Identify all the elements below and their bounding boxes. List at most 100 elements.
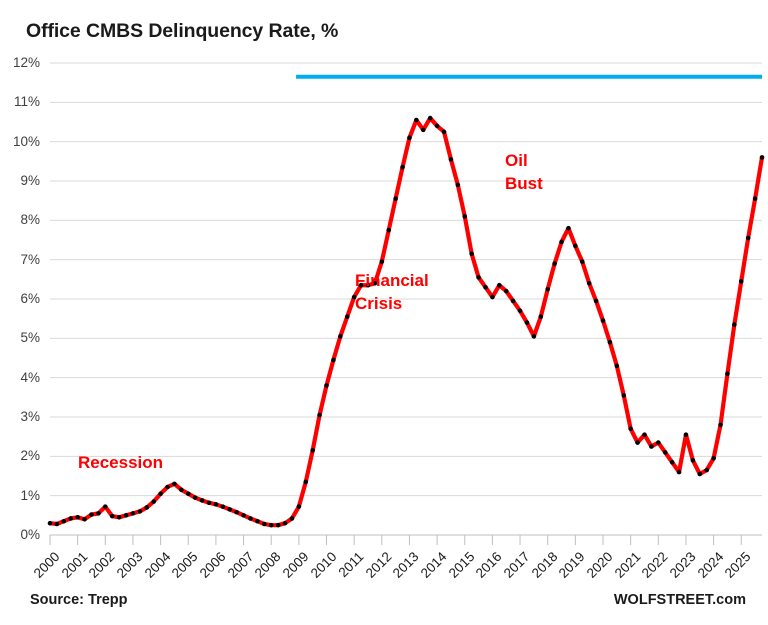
data-point-marker: [538, 314, 544, 320]
data-point-marker: [75, 515, 80, 520]
annotation-line: Recession: [78, 453, 164, 472]
data-point-marker: [552, 261, 557, 266]
y-axis-tick-label: 9%: [20, 173, 40, 188]
data-point-marker: [275, 522, 281, 528]
data-point-marker: [89, 512, 94, 517]
data-point-marker: [47, 520, 53, 526]
data-point-marker: [96, 511, 101, 516]
y-axis-tick-label: 0%: [20, 527, 40, 542]
data-point-marker: [192, 495, 198, 500]
data-point-marker: [676, 469, 682, 475]
data-point-marker: [109, 513, 115, 519]
data-point-marker: [524, 320, 530, 325]
y-axis-tick-label: 5%: [20, 330, 40, 346]
data-point-marker: [61, 518, 67, 524]
data-point-marker: [68, 516, 74, 521]
data-point-marker: [683, 432, 689, 438]
data-point-marker: [185, 491, 191, 497]
data-point-marker: [165, 484, 170, 490]
data-point-marker: [614, 363, 620, 369]
data-point-marker: [704, 467, 709, 473]
data-point-marker: [656, 440, 661, 445]
data-point-marker: [434, 123, 440, 129]
data-point-marker: [358, 282, 364, 288]
data-point-marker: [82, 516, 87, 522]
data-point-marker: [393, 196, 398, 201]
data-point-marker: [324, 383, 329, 388]
y-axis-tick-label: 1%: [20, 487, 40, 503]
data-point-marker: [503, 288, 509, 294]
data-point-marker: [600, 318, 606, 323]
data-point-marker: [331, 357, 336, 363]
annotation-financial-crisis: Financial Crisis: [355, 270, 429, 316]
data-point-marker: [255, 518, 260, 524]
data-point-marker: [172, 481, 177, 487]
y-axis-tick-label: 8%: [20, 212, 40, 228]
series-markers: [47, 115, 765, 528]
data-point-marker: [490, 294, 495, 300]
data-point-marker: [559, 239, 564, 245]
gridlines: [50, 62, 762, 536]
data-point-marker: [593, 298, 599, 304]
data-point-marker: [441, 129, 447, 135]
data-point-marker: [497, 282, 502, 288]
data-point-marker: [296, 504, 302, 509]
data-point-marker: [386, 227, 392, 233]
data-point-marker: [227, 507, 233, 512]
data-point-marker: [338, 334, 343, 339]
data-point-marker: [759, 155, 765, 160]
data-point-marker: [697, 471, 703, 477]
source-label: Source: Trepp: [30, 592, 128, 608]
data-point-marker: [725, 371, 730, 377]
page-title: Office CMBS Delinquency Rate, %: [26, 20, 339, 42]
data-point-marker: [158, 491, 163, 497]
y-axis-tick-label: 4%: [20, 369, 40, 385]
data-point-marker: [234, 509, 239, 515]
data-point-marker: [379, 259, 385, 264]
data-point-marker: [372, 280, 378, 286]
annotation-line: Oil: [505, 151, 528, 170]
data-point-marker: [130, 511, 136, 516]
data-point-marker: [752, 196, 758, 201]
data-point-marker: [310, 448, 315, 453]
y-axis-tick-label: 7%: [20, 251, 40, 267]
data-point-marker: [427, 115, 433, 121]
data-point-marker: [54, 521, 60, 527]
data-point-marker: [116, 515, 122, 520]
data-point-marker: [628, 426, 633, 432]
y-axis-tick-label: 10%: [12, 133, 40, 149]
data-point-marker: [690, 457, 696, 463]
data-point-marker: [103, 504, 108, 509]
data-point-marker: [642, 432, 647, 438]
annotation-line: Crisis: [355, 293, 403, 313]
data-point-marker: [649, 444, 654, 449]
y-axis-tick-label: 12%: [12, 55, 40, 70]
data-point-marker: [718, 422, 723, 428]
data-point-marker: [711, 456, 716, 461]
data-point-marker: [573, 243, 578, 249]
data-point-marker: [248, 516, 253, 521]
y-axis-tick-label: 3%: [20, 409, 40, 424]
data-point-marker: [144, 505, 150, 510]
data-point-marker: [151, 499, 156, 504]
data-point-marker: [344, 314, 350, 320]
data-point-marker: [586, 280, 592, 286]
y-axis-tick-label: 2%: [20, 448, 40, 464]
y-axis-tick-label: 11%: [13, 94, 40, 110]
data-point-marker: [317, 412, 322, 418]
data-point-marker: [483, 284, 488, 290]
data-point-marker: [469, 251, 474, 257]
annotation-line: Financial: [355, 271, 429, 290]
annotation-oil-bust: Oil Bust: [505, 150, 543, 196]
data-point-marker: [566, 225, 571, 231]
data-point-marker: [351, 294, 357, 300]
data-point-marker: [282, 520, 288, 526]
data-point-marker: [545, 286, 551, 292]
data-point-marker: [289, 516, 295, 521]
watermark-label: WOLFSTREET.com: [613, 592, 746, 608]
y-axis-tick-label: 6%: [20, 291, 40, 306]
data-point-marker: [732, 322, 737, 327]
data-point-marker: [407, 135, 412, 141]
